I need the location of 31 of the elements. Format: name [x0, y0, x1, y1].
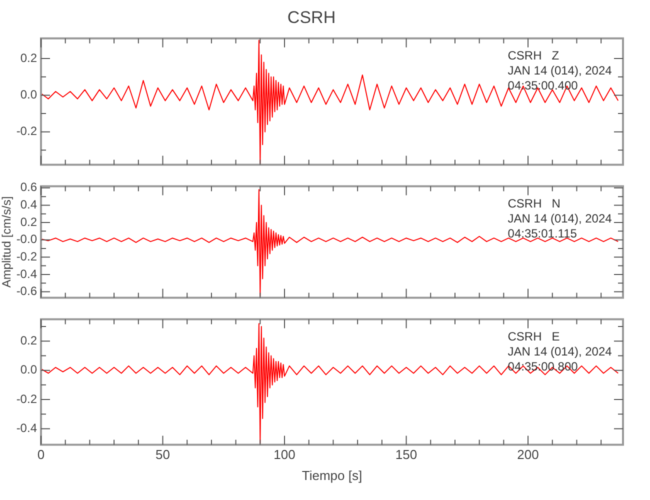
y-tick-label: 0.2	[20, 214, 38, 229]
x-tick-label: 200	[517, 447, 539, 462]
chart-title: CSRH	[287, 8, 336, 27]
y-tick-label: -0.2	[16, 124, 38, 138]
annotation: JAN 14 (014), 2024	[508, 212, 612, 226]
y-tick-label: -0.4	[16, 266, 38, 281]
y-tick-label: 0.2	[20, 50, 38, 65]
annotation: 04:35:00.400	[508, 78, 578, 93]
x-tick-label: 100	[274, 447, 296, 462]
y-tick-label: -0.6	[16, 284, 38, 298]
annotation: CSRH Z	[508, 48, 560, 63]
y-tick-label: 0.2	[20, 333, 38, 348]
y-tick-label: 0.0	[20, 88, 38, 102]
y-axis-title: Amplitud [cm/s/s]	[0, 196, 14, 288]
y-tick-label: 0.0	[20, 362, 38, 377]
y-tick-label: -0.0	[16, 232, 38, 246]
annotation: 04:35:00.800	[508, 360, 578, 374]
x-tick-label: 0	[37, 447, 45, 462]
y-tick-label: 0.6	[20, 180, 38, 194]
x-tick-label: 150	[395, 447, 418, 462]
annotation: 04:35:01.115	[508, 226, 578, 241]
x-tick-label: 50	[156, 447, 170, 462]
annotation: CSRH E	[508, 330, 560, 344]
x-axis-title: Tiempo [s]	[302, 468, 362, 483]
y-tick-label: 0.4	[20, 198, 38, 212]
y-tick-label: -0.2	[16, 392, 38, 406]
annotation: CSRH N	[508, 196, 560, 211]
annotation: JAN 14 (014), 2024	[508, 64, 612, 78]
annotation: JAN 14 (014), 2024	[508, 344, 612, 359]
y-tick-label: -0.2	[16, 249, 38, 264]
y-tick-label: -0.4	[16, 421, 38, 436]
